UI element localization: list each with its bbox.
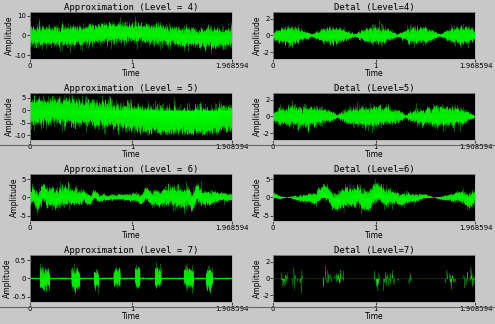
Title: Approximation (Level = 7): Approximation (Level = 7) <box>64 246 198 255</box>
Y-axis label: Amplitude: Amplitude <box>3 259 12 298</box>
Title: Detal (Level=5): Detal (Level=5) <box>334 84 414 93</box>
X-axis label: Time: Time <box>121 150 140 159</box>
X-axis label: Time: Time <box>365 69 384 78</box>
Y-axis label: Amplitude: Amplitude <box>253 16 262 55</box>
Title: Approximation (Level = 6): Approximation (Level = 6) <box>64 165 198 174</box>
X-axis label: Time: Time <box>121 69 140 78</box>
X-axis label: Time: Time <box>121 231 140 240</box>
Y-axis label: Amplitude: Amplitude <box>253 97 262 136</box>
Y-axis label: Amplitude: Amplitude <box>5 97 14 136</box>
X-axis label: Time: Time <box>121 312 140 321</box>
X-axis label: Time: Time <box>365 150 384 159</box>
Y-axis label: Amplitude: Amplitude <box>253 259 262 298</box>
Title: Detal (Level=6): Detal (Level=6) <box>334 165 414 174</box>
Title: Detal (Level=4): Detal (Level=4) <box>334 3 414 12</box>
Y-axis label: Amplitude: Amplitude <box>9 178 18 217</box>
Y-axis label: Amplitude: Amplitude <box>5 16 14 55</box>
Title: Detal (Level=7): Detal (Level=7) <box>334 246 414 255</box>
Title: Approximation (Level = 5): Approximation (Level = 5) <box>64 84 198 93</box>
X-axis label: Time: Time <box>365 231 384 240</box>
Y-axis label: Amplitude: Amplitude <box>253 178 262 217</box>
Title: Approximation (Level = 4): Approximation (Level = 4) <box>64 3 198 12</box>
X-axis label: Time: Time <box>365 312 384 321</box>
